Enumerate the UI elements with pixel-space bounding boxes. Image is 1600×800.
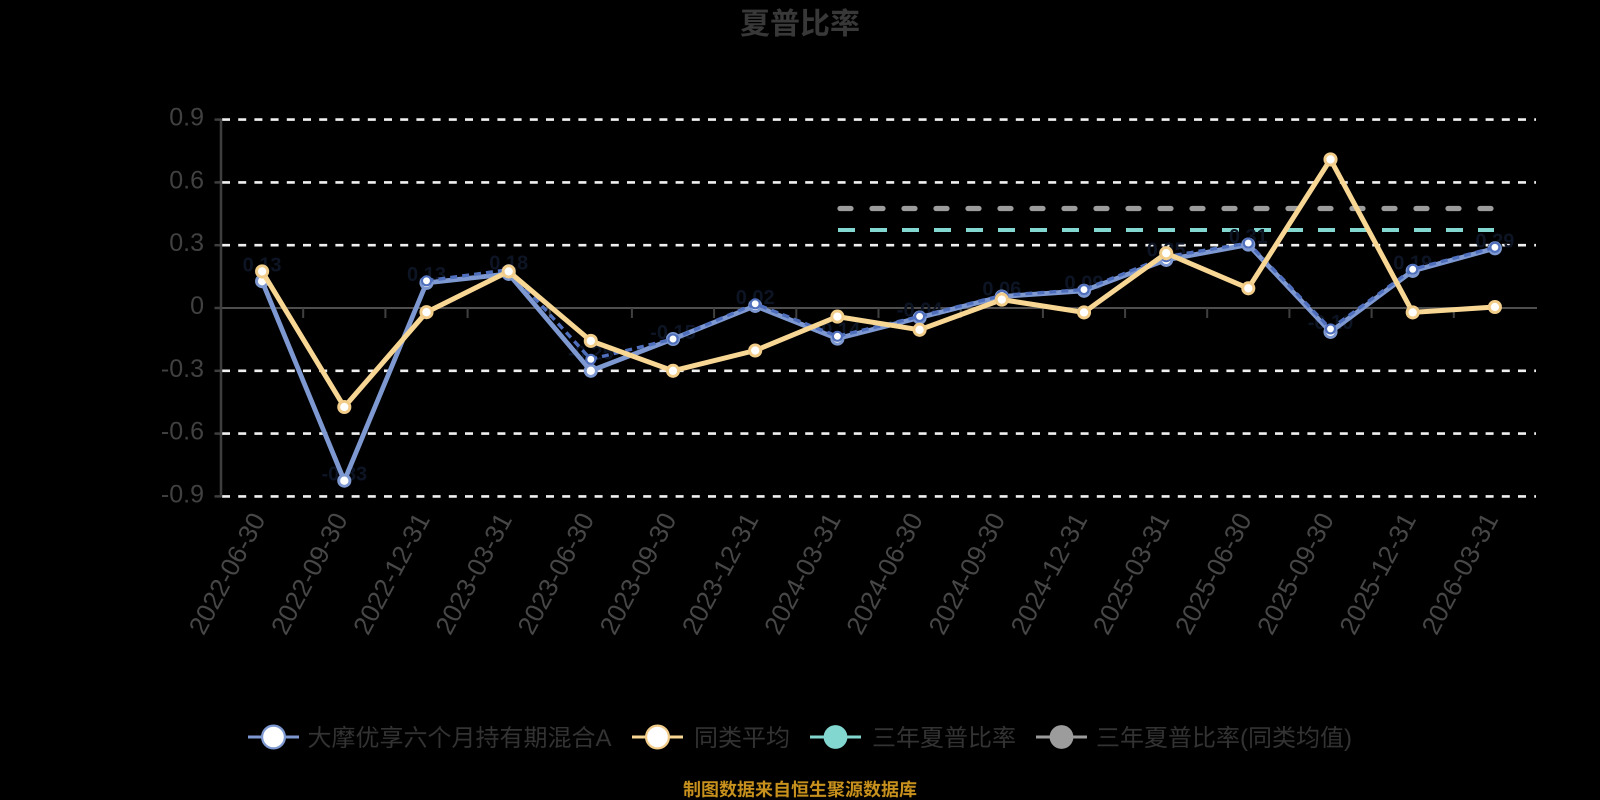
svg-text:A: A bbox=[596, 725, 612, 752]
svg-text:-0.9: -0.9 bbox=[161, 480, 204, 508]
svg-text:-0.3: -0.3 bbox=[161, 355, 204, 383]
svg-text:0.02: 0.02 bbox=[736, 287, 775, 309]
svg-text:0.31: 0.31 bbox=[1229, 226, 1268, 248]
svg-text:0.18: 0.18 bbox=[489, 253, 528, 275]
svg-text:(: ( bbox=[1240, 725, 1248, 752]
svg-text:): ) bbox=[1344, 725, 1352, 752]
svg-text:0.3: 0.3 bbox=[169, 229, 204, 257]
svg-text:0.6: 0.6 bbox=[169, 166, 204, 194]
svg-text:-0.6: -0.6 bbox=[161, 418, 204, 446]
svg-text:0.9: 0.9 bbox=[169, 104, 204, 132]
svg-text:0: 0 bbox=[190, 292, 204, 320]
